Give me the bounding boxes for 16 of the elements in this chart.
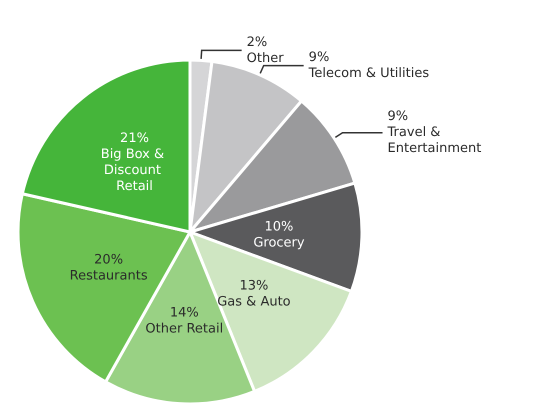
slice-label: Restaurants <box>70 268 148 284</box>
slice-label: Travel & Entertainment <box>386 125 482 156</box>
slice-label: Other <box>246 50 284 66</box>
data-label: 14% <box>170 305 199 320</box>
data-label: 20% <box>94 252 124 268</box>
data-label: 9% <box>308 50 330 66</box>
data-label: 13% <box>239 278 268 294</box>
data-label: 2% <box>246 34 268 50</box>
slice-label: Big Box & Discount Retail <box>100 146 168 194</box>
slice-label: Gas & Auto <box>217 294 291 310</box>
slice-label: Grocery <box>253 235 305 250</box>
data-label: 10% <box>264 219 294 234</box>
data-label: 21% <box>120 130 149 146</box>
slice-label: Other Retail <box>145 321 224 336</box>
data-label: 9% <box>388 109 408 124</box>
slice-label: Telecom & Utilities <box>308 66 430 82</box>
